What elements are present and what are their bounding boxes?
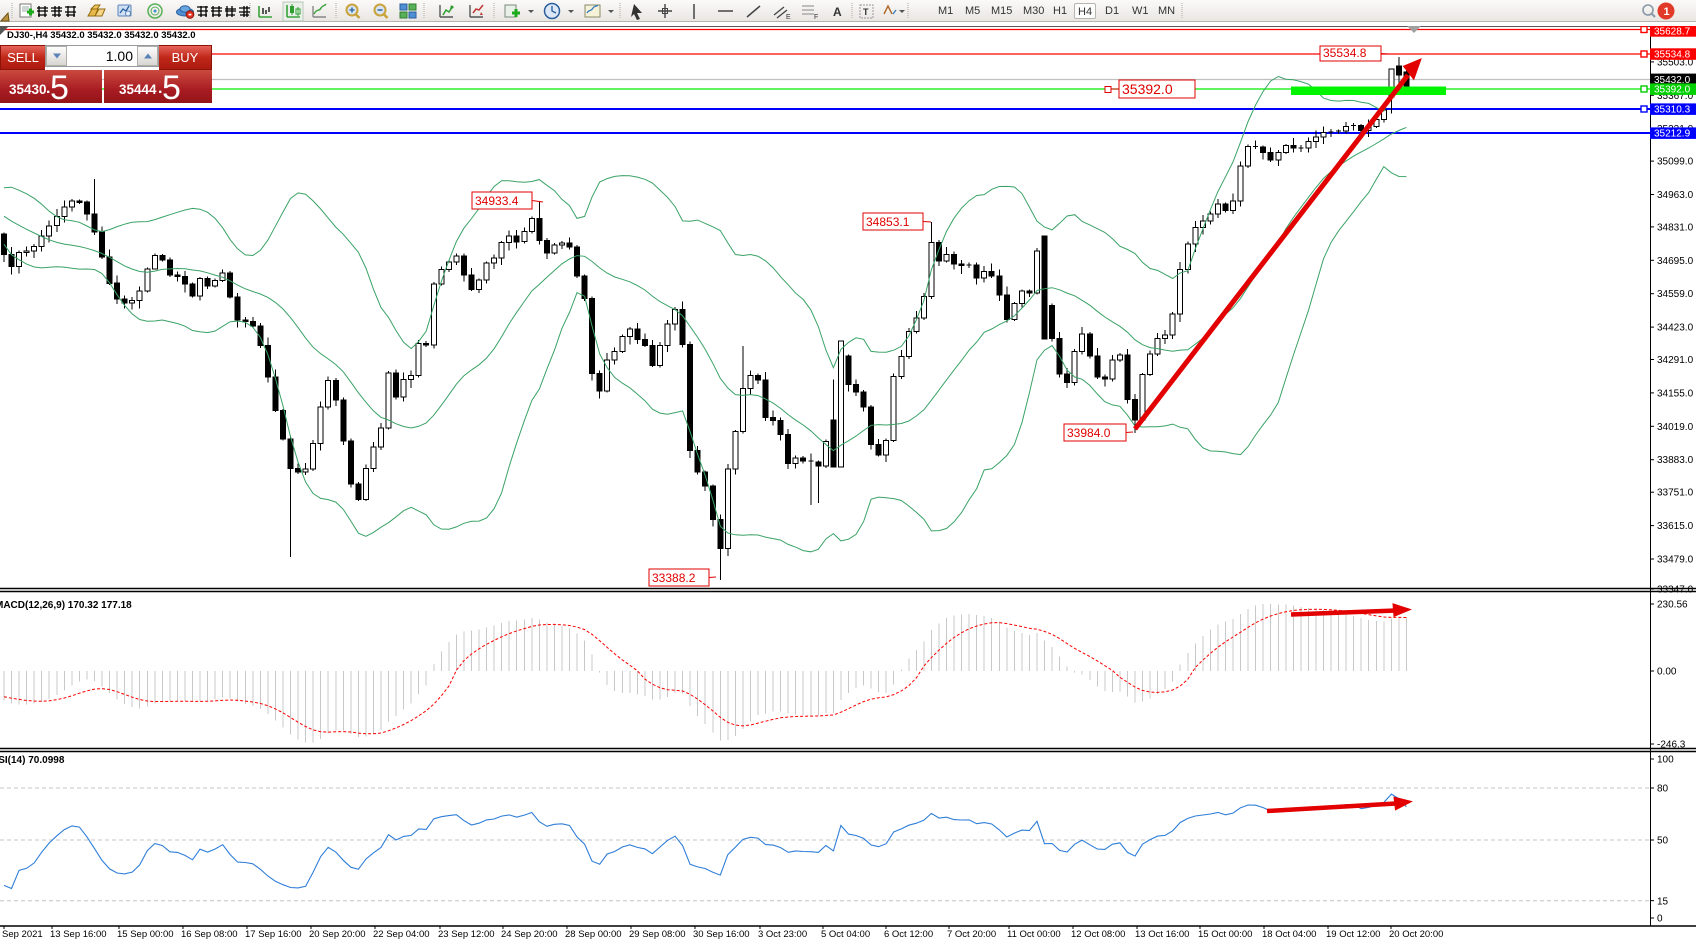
svg-text:11 Oct 00:00: 11 Oct 00:00 — [1007, 929, 1061, 940]
svg-text:29 Sep 08:00: 29 Sep 08:00 — [629, 929, 686, 940]
svg-text:MACD(12,26,9) 170.32 177.18: MACD(12,26,9) 170.32 177.18 — [0, 600, 132, 611]
svg-text:T: T — [863, 7, 869, 17]
svg-text:3 Oct 23:00: 3 Oct 23:00 — [758, 929, 807, 940]
svg-text:6 Oct 12:00: 6 Oct 12:00 — [884, 929, 933, 940]
svg-text:20 Oct 20:00: 20 Oct 20:00 — [1389, 929, 1443, 940]
svg-text:35432.0: 35432.0 — [1654, 75, 1691, 86]
svg-text:23 Sep 12:00: 23 Sep 12:00 — [438, 929, 495, 940]
svg-text:35392.0: 35392.0 — [1654, 85, 1691, 96]
svg-text:-246.3: -246.3 — [1657, 740, 1686, 751]
svg-text:35367.0: 35367.0 — [1657, 91, 1694, 102]
svg-text:33883.0: 33883.0 — [1657, 455, 1694, 466]
svg-text:19 Oct 12:00: 19 Oct 12:00 — [1326, 929, 1380, 940]
svg-text:34831.0: 34831.0 — [1657, 222, 1694, 233]
svg-text:35212.9: 35212.9 — [1654, 129, 1691, 140]
svg-text:17 Sep 16:00: 17 Sep 16:00 — [245, 929, 302, 940]
svg-text:230.56: 230.56 — [1657, 600, 1688, 611]
svg-text:80: 80 — [1657, 784, 1669, 795]
svg-text:34019.0: 34019.0 — [1657, 422, 1694, 433]
svg-text:30 Sep 16:00: 30 Sep 16:00 — [693, 929, 750, 940]
svg-text:33751.0: 33751.0 — [1657, 488, 1694, 499]
svg-text:28 Sep 00:00: 28 Sep 00:00 — [565, 929, 622, 940]
svg-text:34291.0: 34291.0 — [1657, 355, 1694, 366]
svg-text:DJ30-,H4 35432.0 35432.0 3543: DJ30-,H4 35432.0 35432.0 35432.0 35432.0 — [7, 30, 196, 41]
svg-text:34853.1: 34853.1 — [866, 215, 910, 229]
svg-text:15 Oct 00:00: 15 Oct 00:00 — [1198, 929, 1252, 940]
svg-text:34423.0: 34423.0 — [1657, 323, 1694, 334]
svg-text:15 Sep 00:00: 15 Sep 00:00 — [117, 929, 174, 940]
svg-text:12 Oct 08:00: 12 Oct 08:00 — [1071, 929, 1125, 940]
svg-text:33479.0: 33479.0 — [1657, 555, 1694, 566]
svg-text:0.00: 0.00 — [1657, 667, 1677, 678]
svg-text:18 Oct 04:00: 18 Oct 04:00 — [1262, 929, 1316, 940]
svg-text:35310.3: 35310.3 — [1654, 105, 1691, 116]
svg-text:13 Sep 16:00: 13 Sep 16:00 — [50, 929, 107, 940]
svg-text:35503.0: 35503.0 — [1657, 57, 1694, 68]
svg-text:33347.0: 33347.0 — [1657, 585, 1694, 596]
svg-text:13 Oct 16:00: 13 Oct 16:00 — [1135, 929, 1189, 940]
svg-text:22 Sep 04:00: 22 Sep 04:00 — [373, 929, 430, 940]
svg-text:Sep 2021: Sep 2021 — [2, 929, 43, 940]
svg-text:5 Oct 04:00: 5 Oct 04:00 — [821, 929, 870, 940]
svg-text:33984.0: 33984.0 — [1067, 426, 1111, 440]
svg-text:RSI(14) 70.0998: RSI(14) 70.0998 — [0, 755, 65, 766]
svg-text:34155.0: 34155.0 — [1657, 388, 1694, 399]
svg-text:35534.8: 35534.8 — [1323, 46, 1367, 60]
svg-text:35534.8: 35534.8 — [1654, 50, 1691, 61]
svg-text:0: 0 — [1657, 914, 1663, 925]
svg-text:1: 1 — [1664, 6, 1670, 18]
svg-text:F: F — [814, 14, 818, 21]
svg-text:34695.0: 34695.0 — [1657, 256, 1694, 267]
svg-text:50: 50 — [1657, 836, 1669, 847]
svg-text:16 Sep 08:00: 16 Sep 08:00 — [181, 929, 238, 940]
svg-text:100: 100 — [1657, 755, 1674, 766]
svg-text:35628.7: 35628.7 — [1654, 27, 1691, 38]
svg-text:33615.0: 33615.0 — [1657, 521, 1694, 532]
svg-text:34933.4: 34933.4 — [475, 194, 519, 208]
svg-text:34559.0: 34559.0 — [1657, 289, 1694, 300]
svg-text:20 Sep 20:00: 20 Sep 20:00 — [309, 929, 366, 940]
svg-text:15: 15 — [1657, 897, 1669, 908]
svg-text:35099.0: 35099.0 — [1657, 157, 1694, 168]
svg-text:34963.0: 34963.0 — [1657, 190, 1694, 201]
svg-text:E: E — [786, 14, 791, 21]
svg-text:35392.0: 35392.0 — [1122, 81, 1173, 97]
svg-text:A: A — [833, 5, 842, 19]
svg-text:7 Oct 20:00: 7 Oct 20:00 — [947, 929, 996, 940]
svg-text:24 Sep 20:00: 24 Sep 20:00 — [501, 929, 558, 940]
svg-text:33388.2: 33388.2 — [652, 571, 696, 585]
